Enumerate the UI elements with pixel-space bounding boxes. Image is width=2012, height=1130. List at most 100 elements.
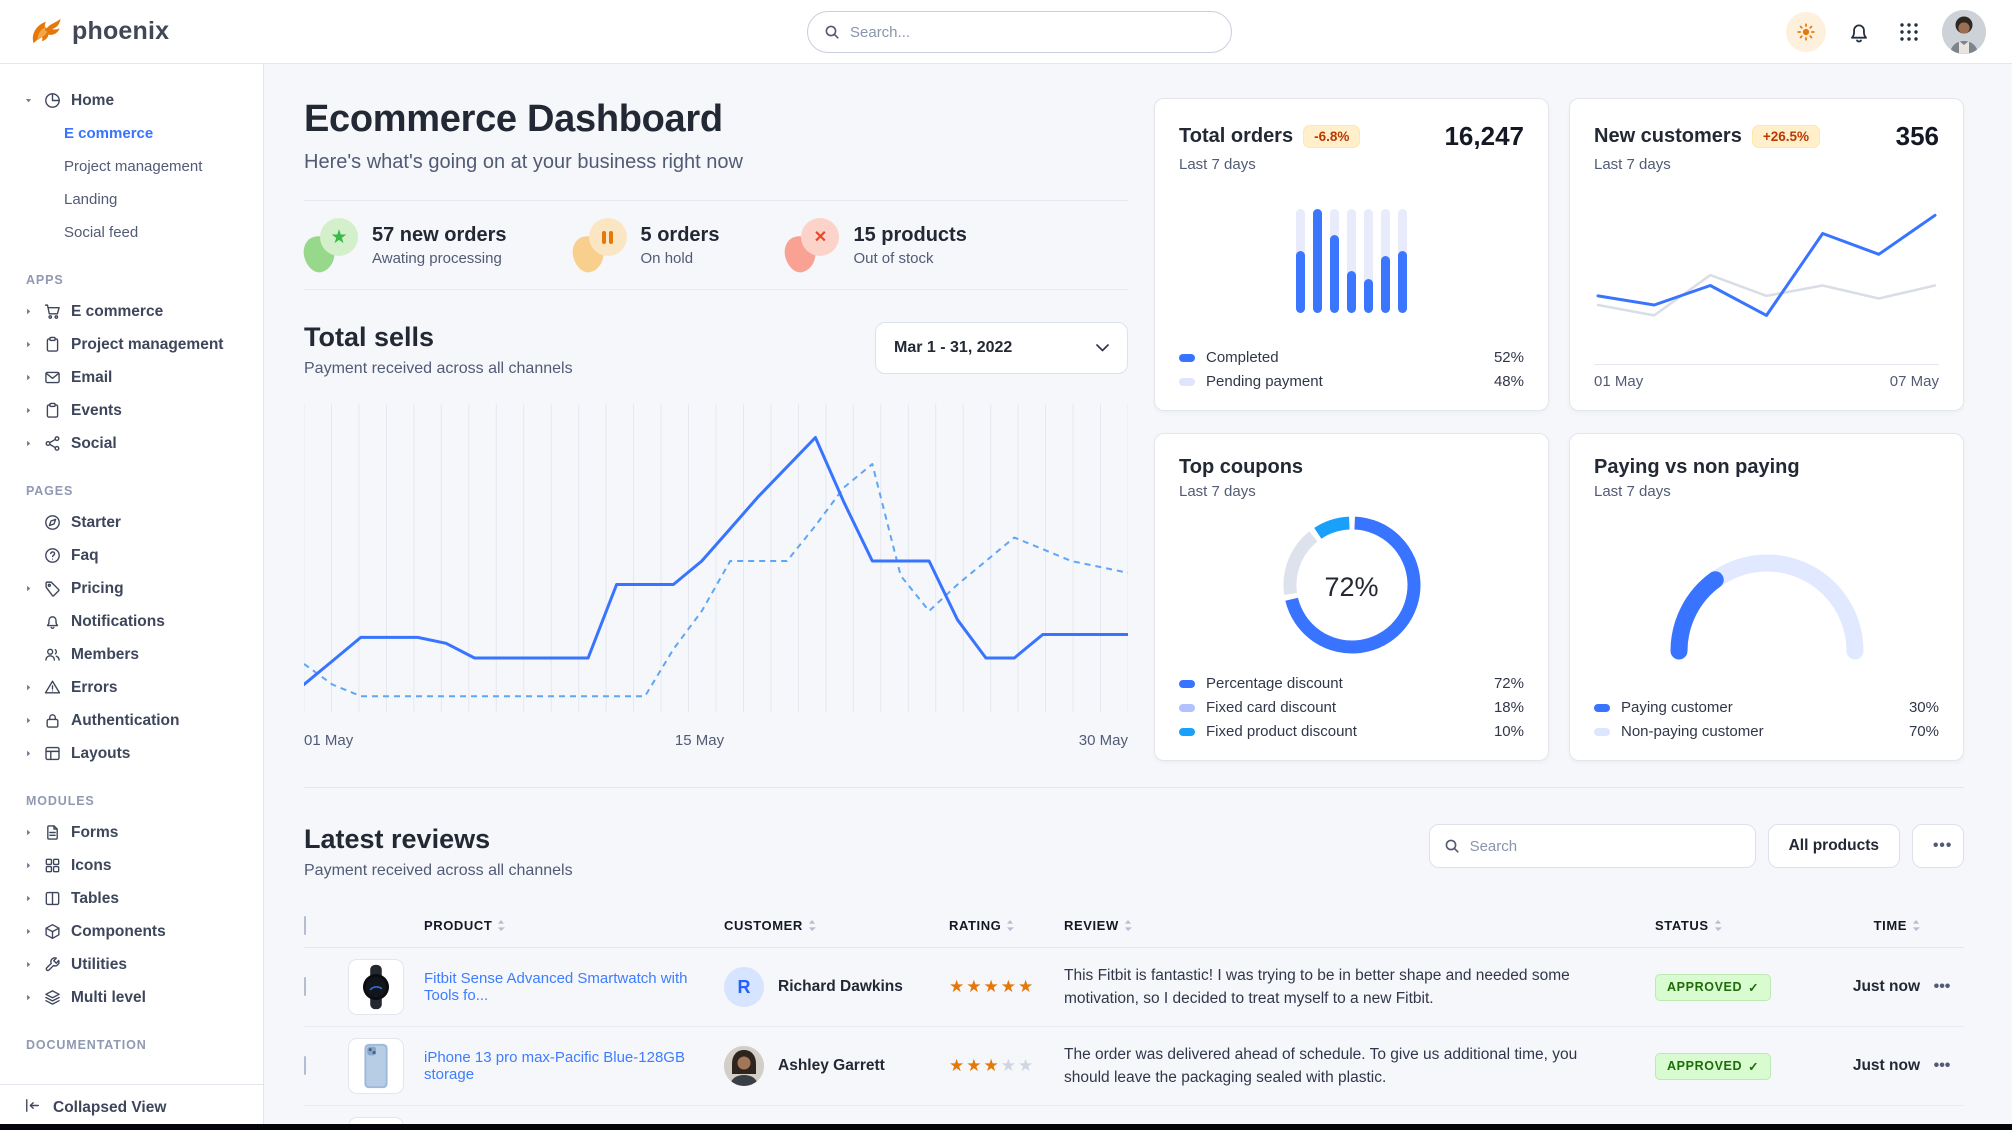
reviews-more-button[interactable]: ••• — [1912, 824, 1964, 868]
sidebar-item-forms[interactable]: Forms — [24, 816, 249, 849]
sidebar-item-label: Authentication — [71, 711, 180, 729]
sidebar-item-layouts[interactable]: Layouts — [24, 737, 249, 770]
sidebar-item-social[interactable]: Social — [24, 427, 249, 460]
sidebar-subitem-e-commerce[interactable]: E commerce — [64, 125, 154, 142]
brand[interactable]: phoenix — [28, 15, 169, 49]
caret-right-icon — [24, 307, 35, 316]
legend-row: Non-paying customer 70% — [1594, 723, 1939, 740]
column-header-review[interactable]: REVIEW — [1064, 918, 1655, 933]
reviews-search[interactable] — [1428, 824, 1756, 868]
clipboard-icon — [44, 402, 62, 419]
card-title: New customers — [1594, 125, 1742, 147]
legend-value: 72% — [1493, 675, 1524, 692]
column-header-rating[interactable]: RATING — [949, 918, 1064, 933]
caret-right-icon — [24, 373, 35, 382]
search-input[interactable] — [850, 23, 1215, 41]
card-period: Last 7 days — [1594, 483, 1671, 500]
column-header-product[interactable]: PRODUCT — [424, 918, 724, 933]
sidebar-item-utilities[interactable]: Utilities — [24, 948, 249, 981]
legend-label: Percentage discount — [1206, 675, 1343, 692]
sidebar-item-components[interactable]: Components — [24, 915, 249, 948]
sidebar-subitem-social-feed[interactable]: Social feed — [64, 224, 139, 241]
notifications-button[interactable] — [1842, 15, 1876, 49]
legend-swatch — [1179, 727, 1195, 736]
rating-stars: ★★★★★ — [949, 977, 1036, 996]
column-header-customer[interactable]: CUSTOMER — [724, 918, 949, 933]
sidebar-item-events[interactable]: Events — [24, 394, 249, 427]
column-header-status[interactable]: STATUS — [1655, 918, 1815, 933]
caret-right-icon — [24, 993, 35, 1002]
select-all-checkbox[interactable] — [304, 915, 306, 935]
global-search[interactable] — [807, 11, 1232, 53]
delta-badge: -6.8% — [1303, 125, 1361, 148]
reviews-title: Latest reviews — [304, 824, 491, 854]
all-products-button[interactable]: All products — [1767, 824, 1900, 868]
reviews-subtitle: Payment received across all channels — [304, 862, 573, 879]
bar — [1330, 209, 1339, 313]
lock-icon — [44, 712, 62, 729]
sidebar-item-faq[interactable]: Faq — [24, 539, 249, 572]
review-text: This Fitbit is fantastic! I was trying t… — [1064, 966, 1570, 1007]
caret-right-icon — [24, 340, 35, 349]
series-current — [302, 436, 1130, 686]
wrench-icon — [44, 956, 62, 973]
page-subtitle: Here's what's going on at your business … — [304, 151, 743, 173]
sidebar-item-email[interactable]: Email — [24, 361, 249, 394]
row-checkbox[interactable] — [304, 1056, 306, 1075]
sidebar-item-tables[interactable]: Tables — [24, 882, 249, 915]
paying-vs-nonpaying-card: Paying vs non paying Last 7 days Paying … — [1569, 433, 1964, 761]
sidebar-subitem-project-management[interactable]: Project management — [64, 158, 203, 175]
sidebar-item-multi-level[interactable]: Multi level — [24, 981, 249, 1014]
search-icon — [824, 24, 840, 40]
legend-swatch — [1594, 703, 1610, 712]
sidebar-item-e-commerce[interactable]: E commerce — [24, 295, 249, 328]
total-sells-chart: 01 May 15 May 30 May — [302, 400, 1130, 752]
row-actions-button[interactable]: ••• — [1933, 978, 1951, 995]
column-header-time[interactable]: TIME — [1815, 918, 1920, 933]
sidebar-item-icons[interactable]: Icons — [24, 849, 249, 882]
sidebar-item-label: Components — [71, 922, 166, 940]
theme-toggle-button[interactable] — [1786, 11, 1826, 52]
sidebar-subitem-landing[interactable]: Landing — [64, 191, 118, 208]
status-badge: APPROVED ✓ — [1655, 1052, 1772, 1080]
sidebar-item-project-management[interactable]: Project management — [24, 328, 249, 361]
row-checkbox[interactable] — [304, 977, 306, 996]
x-axis-labels: 01 May 07 May — [1594, 364, 1939, 390]
date-range-select[interactable]: Mar 1 - 31, 2022 — [875, 322, 1128, 374]
legend-value: 52% — [1493, 349, 1524, 366]
sidebar-item-starter[interactable]: Starter — [24, 506, 249, 539]
gauge-track — [1670, 554, 1863, 659]
reviews-search-input[interactable] — [1469, 837, 1741, 855]
donut-segment-percentage-discount — [1284, 516, 1420, 654]
user-avatar[interactable] — [1942, 9, 1986, 54]
top-coupons-card: Top coupons Last 7 days 72% Percentage d… — [1154, 433, 1549, 761]
sidebar-item-home[interactable]: Home — [24, 84, 249, 117]
donut-segment-fixed-card-discount — [1283, 531, 1318, 595]
total-orders-card: Total orders -6.8% 16,247 Last 7 days Co… — [1154, 98, 1549, 411]
legend-value: 10% — [1493, 723, 1524, 740]
card-period: Last 7 days — [1594, 156, 1671, 173]
stat-sub: On hold — [640, 249, 694, 267]
sidebar-item-label: E commerce — [71, 302, 164, 320]
nine-dots-grid-icon — [1898, 21, 1920, 43]
sidebar-item-label: Starter — [71, 513, 121, 531]
legend-label: Paying customer — [1621, 699, 1733, 716]
sidebar-item-notifications[interactable]: Notifications — [24, 605, 249, 638]
legend-swatch — [1179, 353, 1195, 362]
sidebar-item-errors[interactable]: Errors — [24, 671, 249, 704]
product-link[interactable]: iPhone 13 pro max-Pacific Blue-128GB sto… — [424, 1049, 685, 1083]
apps-menu-button[interactable] — [1892, 15, 1926, 49]
row-actions-button[interactable]: ••• — [1933, 1057, 1951, 1074]
sidebar-item-authentication[interactable]: Authentication — [24, 704, 249, 737]
star-icon: ★ — [330, 226, 348, 248]
caret-right-icon — [24, 439, 35, 448]
sidebar-item-members[interactable]: Members — [24, 638, 249, 671]
stat-15-products: ✕ 15 products Out of stock — [781, 218, 967, 276]
sidebar-section-label-modules: MODULES — [26, 794, 95, 808]
sidebar-item-pricing[interactable]: Pricing — [24, 572, 249, 605]
stat-icon: ✕ — [781, 218, 840, 276]
collapse-sidebar-button[interactable]: Collapsed View — [0, 1084, 263, 1130]
product-link[interactable]: Fitbit Sense Advanced Smartwatch with To… — [424, 970, 688, 1004]
box-icon — [44, 923, 62, 940]
review-time: Just now — [1852, 1057, 1920, 1074]
